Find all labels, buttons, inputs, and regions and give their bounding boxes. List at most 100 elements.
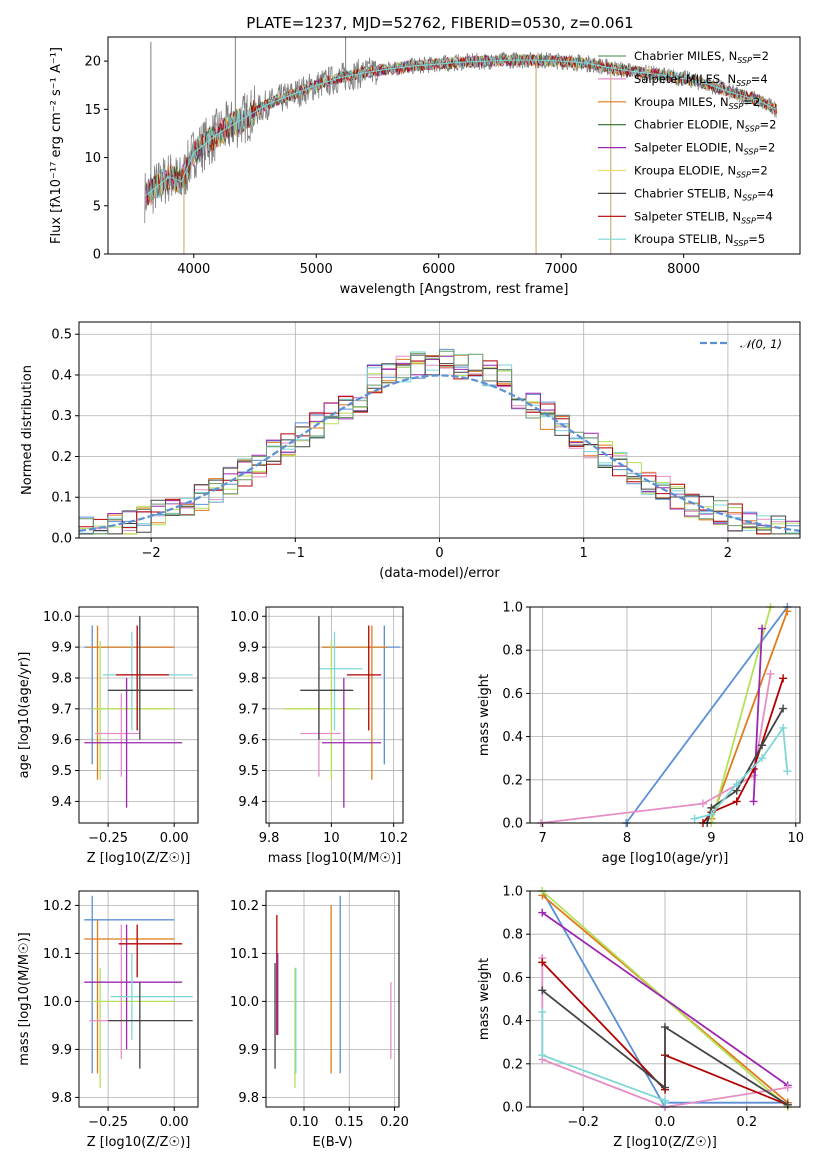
y-tick-label: 9.8 xyxy=(51,671,72,686)
axes-frame xyxy=(265,890,400,1108)
y-tick-label: 9.8 xyxy=(238,1091,259,1106)
spectrum-lines xyxy=(144,37,778,254)
x-axis-label: Z [log10(Z/Z☉)] xyxy=(87,851,191,866)
y-tick-label: 10.0 xyxy=(43,610,72,625)
legend-label: Chabrier MILES, NSSP=2 xyxy=(634,49,769,65)
y-tick-label: 1.0 xyxy=(502,601,523,616)
weight-line xyxy=(541,989,789,1106)
y-tick-label: 10.1 xyxy=(230,947,259,962)
plus-marker xyxy=(758,741,767,750)
y-tick-label: 10 xyxy=(84,151,101,166)
y-tick-label: 9.5 xyxy=(238,764,259,779)
plus-marker xyxy=(783,607,792,616)
x-axis-label: age [log10(age/yr)] xyxy=(602,851,729,866)
y-tick-label: 0.4 xyxy=(51,368,72,383)
plus-marker xyxy=(707,810,716,819)
y-tick-label: 10.0 xyxy=(230,995,259,1010)
weight-line xyxy=(694,725,789,820)
y-tick-label: 0.4 xyxy=(502,1014,523,1029)
x-tick-label: 2 xyxy=(724,546,732,561)
y-tick-label: 0.8 xyxy=(502,644,523,659)
legend-label: Salpeter ELODIE, NSSP=2 xyxy=(634,141,775,157)
plus-marker xyxy=(661,1098,669,1107)
axes-frame xyxy=(78,321,801,539)
plus-marker xyxy=(538,986,547,995)
x-tick-label: 1 xyxy=(580,546,588,561)
histograms xyxy=(78,348,801,535)
x-tick-label: 0.20 xyxy=(380,1115,409,1130)
plus-marker xyxy=(698,799,707,808)
y-tick-label: 9.5 xyxy=(51,764,72,779)
histogram-step xyxy=(79,354,800,535)
plus-marker xyxy=(766,669,775,678)
y-tick-label: 9.9 xyxy=(238,641,259,656)
spectrum-model xyxy=(147,53,777,200)
y-tick-label: 0.1 xyxy=(51,491,72,506)
weight-line xyxy=(540,673,772,824)
legend-label: Kroupa STELIB, NSSP=5 xyxy=(634,232,765,248)
y-tick-label: 0.0 xyxy=(502,1101,523,1116)
x-axis-label: E(B-V) xyxy=(312,1135,352,1150)
weight-lines xyxy=(536,603,792,827)
plus-marker xyxy=(538,1051,547,1060)
x-tick-label: −2 xyxy=(142,546,161,561)
y-tick-label: 9.4 xyxy=(51,795,72,810)
legend-label: Chabrier ELODIE, NSSP=2 xyxy=(634,118,776,134)
plus-marker xyxy=(538,908,547,917)
y-tick-label: 1.0 xyxy=(502,885,523,900)
y-tick-label: 9.9 xyxy=(51,641,72,656)
x-tick-label: 7000 xyxy=(545,262,578,277)
x-tick-label: 9.8 xyxy=(259,831,280,846)
y-tick-label: 9.6 xyxy=(238,733,259,748)
x-tick-label: 0.10 xyxy=(290,1115,319,1130)
y-tick-label: 0.2 xyxy=(51,450,72,465)
y-tick-label: 10.0 xyxy=(230,610,259,625)
errorbars xyxy=(84,616,193,808)
plus-marker xyxy=(732,797,741,806)
y-axis-label: mass weight xyxy=(477,958,492,1040)
weight-lines xyxy=(538,887,792,1111)
y-tick-label: 20 xyxy=(84,55,101,70)
x-tick-label: 0.00 xyxy=(160,831,189,846)
axes-frame xyxy=(107,36,801,255)
legend-label: Kroupa ELODIE, NSSP=2 xyxy=(634,164,768,180)
errorbars xyxy=(84,895,193,1088)
y-tick-label: 15 xyxy=(84,103,101,118)
spectrum-continuum xyxy=(144,59,776,197)
errorbars xyxy=(274,895,392,1088)
axes-frame xyxy=(78,606,199,824)
x-tick-label: 9 xyxy=(707,831,715,846)
x-axis-label: mass [log10(M/M☉)] xyxy=(268,851,401,866)
y-tick-label: 0.8 xyxy=(502,928,523,943)
figure-title: PLATE=1237, MJD=52762, FIBERID=0530, z=0… xyxy=(246,14,633,32)
y-tick-label: 9.8 xyxy=(51,1091,72,1106)
legend-label: Salpeter STELIB, NSSP=4 xyxy=(634,209,773,225)
plus-marker xyxy=(732,780,741,789)
y-tick-label: 0.6 xyxy=(502,687,523,702)
y-axis-label: mass [log10(M/M☉)] xyxy=(17,932,32,1065)
x-axis-label: (data-model)/error xyxy=(379,566,500,581)
y-tick-label: 0.3 xyxy=(51,409,72,424)
x-tick-label: 0 xyxy=(435,546,443,561)
y-tick-label: 0.6 xyxy=(502,971,523,986)
y-tick-label: 0.2 xyxy=(502,1057,523,1072)
weight-line xyxy=(541,911,789,1087)
plus-marker xyxy=(758,624,767,633)
x-tick-label: 6000 xyxy=(422,262,455,277)
y-tick-label: 9.4 xyxy=(238,795,259,810)
plus-marker xyxy=(661,1023,669,1032)
plus-marker xyxy=(749,797,758,806)
x-tick-label: 8000 xyxy=(667,262,700,277)
plus-marker xyxy=(779,674,788,683)
plus-marker xyxy=(538,958,547,967)
y-tick-label: 0.0 xyxy=(51,532,72,547)
plus-marker xyxy=(783,1083,792,1092)
plus-marker xyxy=(783,1100,792,1109)
y-tick-label: 9.6 xyxy=(51,733,72,748)
y-tick-label: 9.8 xyxy=(238,671,259,686)
x-tick-label: 0.00 xyxy=(160,1115,189,1130)
x-tick-label: 8 xyxy=(623,831,631,846)
plus-marker xyxy=(661,1083,669,1092)
y-axis-label: Normed distribution xyxy=(20,365,35,495)
